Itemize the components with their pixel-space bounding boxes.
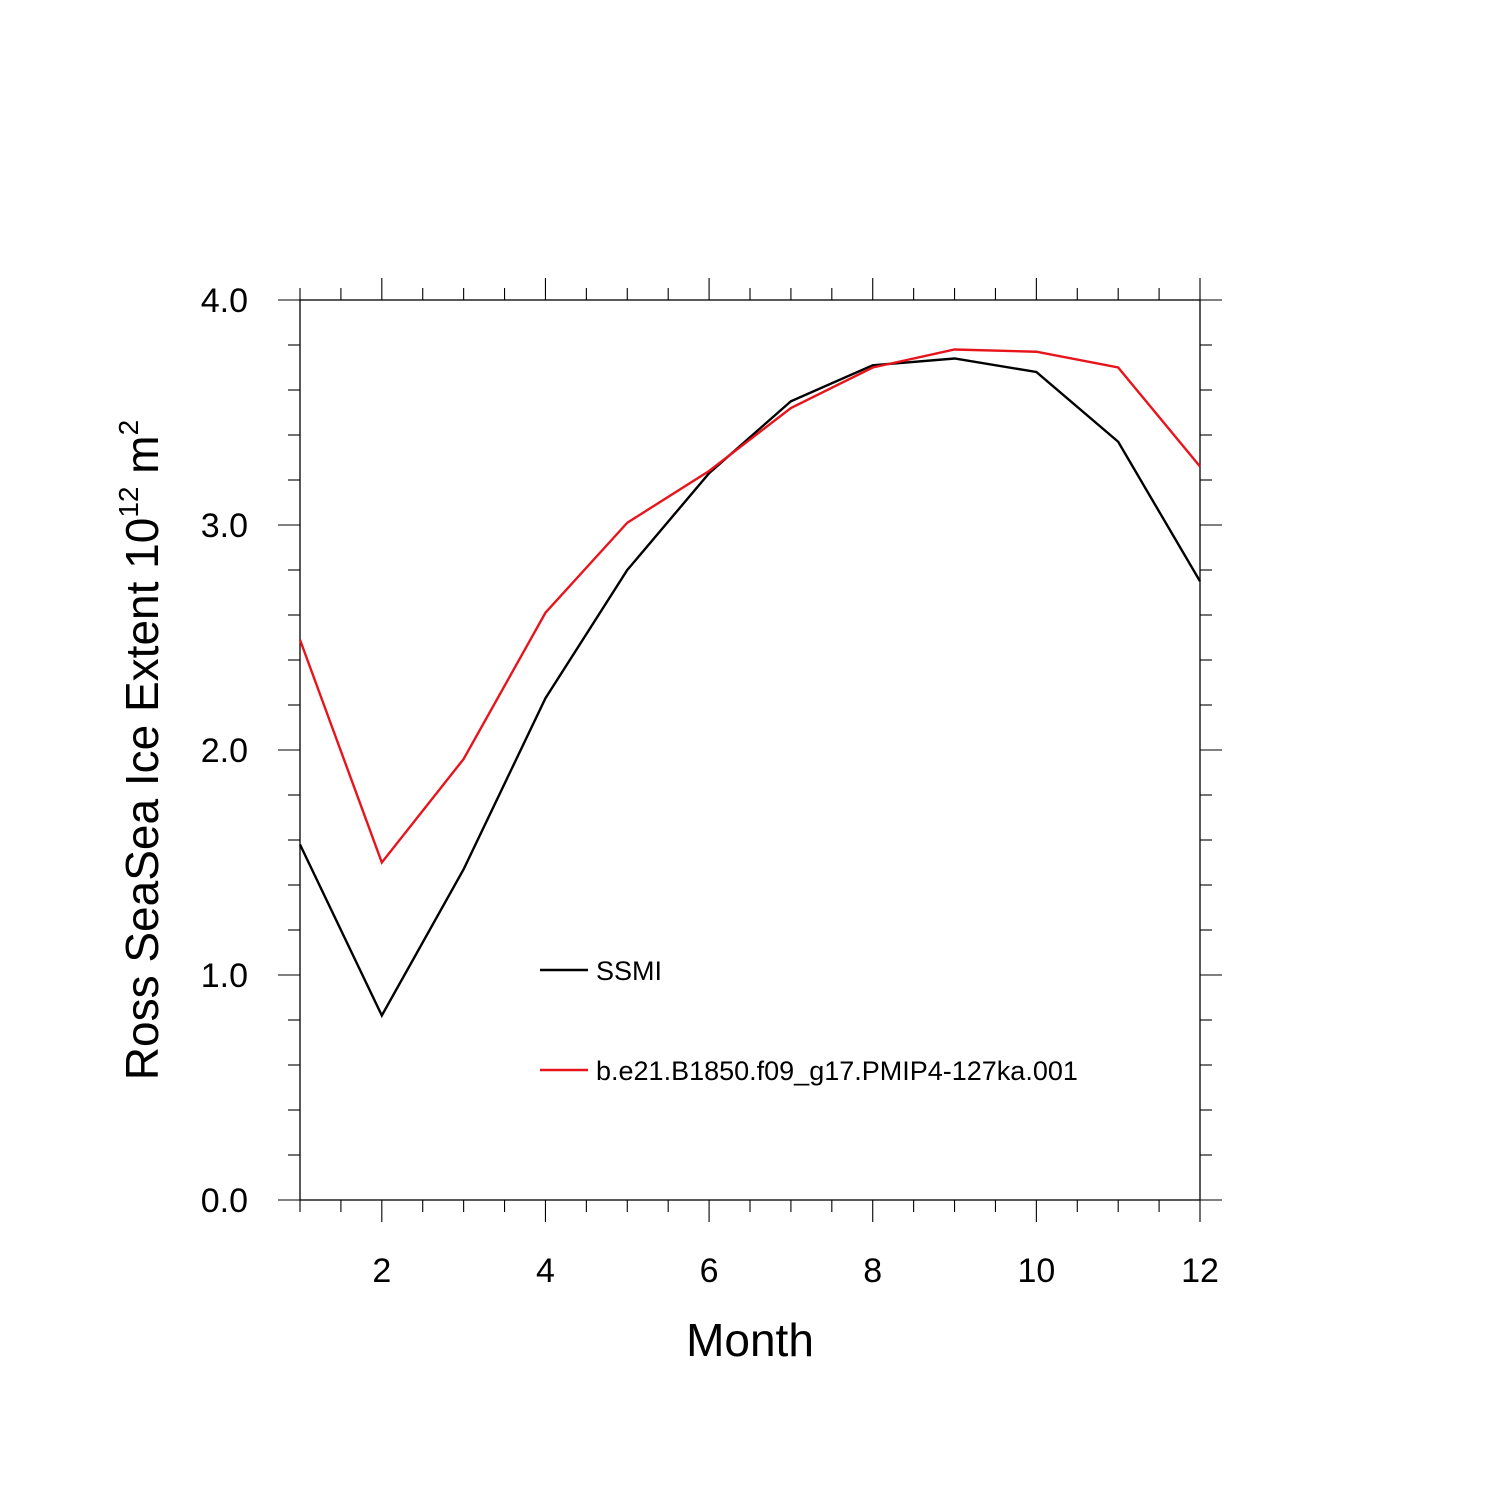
y-tick-label-4: 4.0 (201, 282, 248, 320)
y-tick-label-2: 2.0 (201, 732, 248, 770)
series-line-model (298, 348, 1201, 865)
legend: SSMI b.e21.B1850.f09_g17.PMIP4-127ka.001 (540, 956, 1078, 1086)
legend-label-ssmi: SSMI (596, 956, 662, 986)
axis-tick-labels: 2 4 6 8 10 12 0.0 1.0 2.0 3.0 4.0 (201, 282, 1219, 1290)
y-axis-title-unit-exponent: 2 (113, 420, 144, 436)
series-line-ssmi (298, 357, 1202, 1019)
y-axis-title-prefix: Ross SeaSea Ice Extent 10 (116, 518, 168, 1081)
x-tick-label-8: 8 (863, 1252, 882, 1290)
y-tick-label-3: 3.0 (201, 507, 248, 545)
y-tick-label-1: 1.0 (201, 957, 248, 995)
y-tick-label-0: 0.0 (201, 1182, 248, 1220)
y-axis-title-exponent: 12 (113, 486, 144, 517)
axis-ticks (278, 278, 1222, 1222)
y-axis-title: Ross SeaSea Ice Extent 1012 m2 (113, 420, 168, 1080)
x-tick-label-4: 4 (536, 1252, 555, 1290)
x-tick-label-2: 2 (372, 1252, 391, 1290)
series-lines (298, 348, 1202, 1019)
x-axis-title: Month (686, 1314, 814, 1366)
x-tick-label-12: 12 (1181, 1252, 1219, 1290)
x-tick-label-6: 6 (700, 1252, 719, 1290)
y-axis-title-unit: m (116, 435, 168, 486)
legend-label-model: b.e21.B1850.f09_g17.PMIP4-127ka.001 (596, 1056, 1078, 1086)
x-tick-label-10: 10 (1017, 1252, 1055, 1290)
